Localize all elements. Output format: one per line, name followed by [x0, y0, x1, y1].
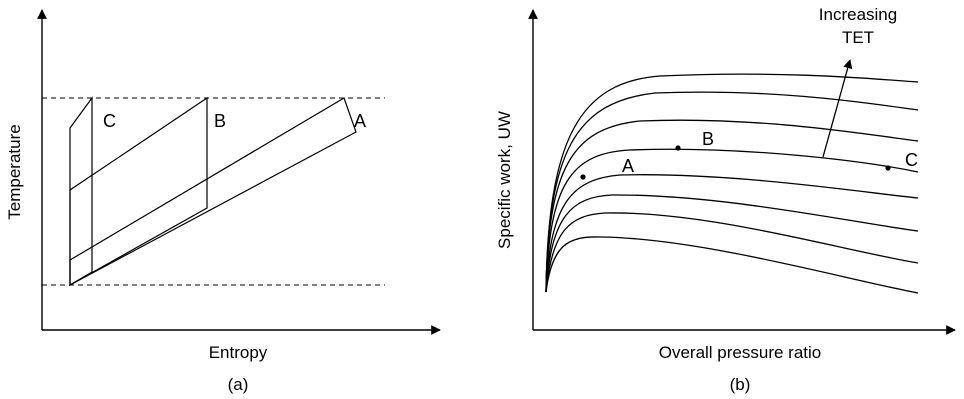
panel-b-x-axis-label: Overall pressure ratio [659, 343, 822, 362]
tet-curve-8 [545, 73, 919, 293]
cycle-label-c: C [103, 111, 116, 131]
point-label-c: C [905, 150, 918, 170]
tet-curve-4 [545, 174, 919, 293]
cycle-label-b: B [214, 111, 226, 131]
panel-a: C B A Entropy Temperature (a) [5, 9, 441, 394]
panel-b-y-axis-label: Specific work, UW [495, 111, 514, 249]
increasing-tet-arrow [822, 59, 853, 158]
point-c-marker [885, 165, 891, 171]
point-b-marker [675, 145, 681, 151]
tet-curve-7 [545, 91, 919, 293]
panel-a-x-axis-label: Entropy [209, 343, 268, 362]
tet-curve-3 [545, 194, 919, 293]
cycle-c-outline [69, 96, 93, 287]
tet-curve-2 [545, 212, 919, 293]
point-label-a: A [622, 156, 634, 176]
panel-a-caption: (a) [228, 375, 249, 394]
panel-b: A B C Increasing TET Overall pressure ra… [495, 5, 956, 394]
tet-curve-1 [545, 236, 919, 294]
point-a-marker [580, 174, 586, 180]
tet-curve-6 [545, 119, 919, 293]
panel-b-caption: (b) [730, 375, 751, 394]
cycle-label-a: A [354, 111, 366, 131]
tet-curve-5-highlighted [545, 148, 919, 293]
increasing-tet-label-line1: Increasing [819, 5, 897, 24]
panel-a-y-axis-label: Temperature [5, 124, 24, 219]
point-label-b: B [702, 129, 714, 149]
increasing-tet-label-line2: TET [842, 28, 874, 47]
